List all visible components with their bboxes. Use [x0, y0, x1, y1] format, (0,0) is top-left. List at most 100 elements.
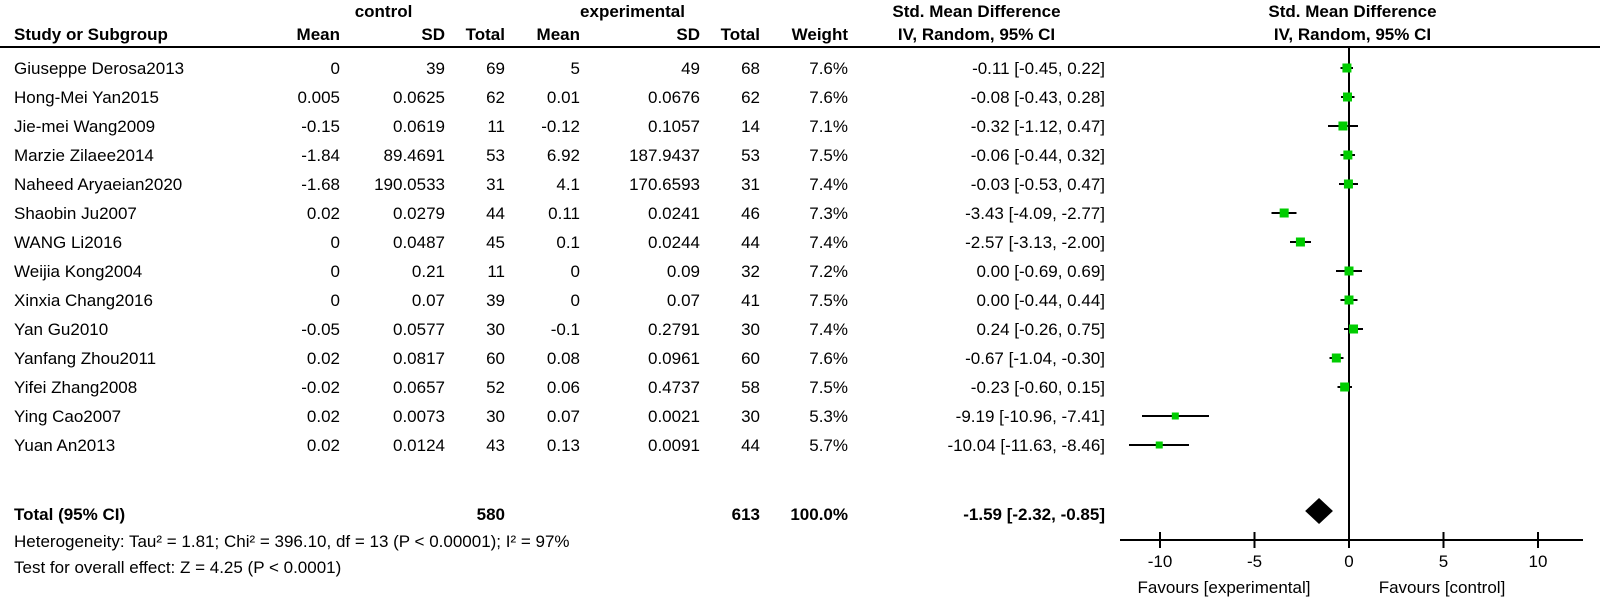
study-row: Shaobin Ju2007 0.02 0.0279 44 0.11 0.024…: [0, 199, 1600, 228]
smd-header-plot: Std. Mean Difference: [1268, 2, 1437, 21]
control-sd: 0.0487: [393, 233, 445, 252]
col-header-control-sd: SD: [421, 25, 445, 44]
control-mean: 0: [330, 291, 340, 310]
effect-ci-text: 0.24 [-0.26, 0.75]: [976, 320, 1105, 339]
total-spacer-3: [505, 500, 580, 529]
total-weight: 100.0%: [790, 505, 848, 524]
study-name: Weijia Kong2004: [14, 262, 143, 281]
study-weight: 7.1%: [809, 117, 848, 136]
total-spacer-2: [340, 500, 445, 529]
plot-cell: [1105, 54, 1600, 83]
experimental-mean: 0: [570, 291, 580, 310]
plot-cell: [1105, 286, 1600, 315]
study-name: Yuan An2013: [14, 436, 116, 455]
col-header-iv-values: IV, Random, 95% CI: [897, 25, 1056, 44]
control-sd: 0.07: [411, 291, 445, 310]
control-total: 30: [486, 407, 505, 426]
control-total: 30: [486, 320, 505, 339]
effect-ci-text: -2.57 [-3.13, -2.00]: [965, 233, 1105, 252]
experimental-total: 14: [741, 117, 760, 136]
plot-cell: [1105, 170, 1600, 199]
study-row: Marzie Zilaee2014 -1.84 89.4691 53 6.92 …: [0, 141, 1600, 170]
experimental-total: 58: [741, 378, 760, 397]
experimental-total: 68: [741, 59, 760, 78]
experimental-mean: 0.11: [548, 204, 580, 223]
study-weight: 5.7%: [809, 436, 848, 455]
experimental-mean: 0.1: [556, 233, 580, 252]
experimental-mean: 5: [570, 59, 580, 78]
study-row: Naheed Aryaeian2020 -1.68 190.0533 31 4.…: [0, 170, 1600, 199]
experimental-sd: 0.0021: [648, 407, 700, 426]
study-row: Xinxia Chang2016 0 0.07 39 0 0.07 41 7.5…: [0, 286, 1600, 315]
total-spacer-1: [262, 500, 340, 529]
effect-ci-text: -0.06 [-0.44, 0.32]: [970, 146, 1105, 165]
study-weight: 7.4%: [809, 233, 848, 252]
study-weight: 7.4%: [809, 175, 848, 194]
control-mean: 0.02: [306, 349, 340, 368]
control-sd: 89.4691: [383, 146, 445, 165]
study-row: Yan Gu2010 -0.05 0.0577 30 -0.1 0.2791 3…: [0, 315, 1600, 344]
control-total: 11: [487, 262, 505, 281]
study-name: Yanfang Zhou2011: [14, 349, 157, 368]
study-weight: 7.6%: [809, 88, 848, 107]
plot-cell: [1105, 431, 1600, 460]
experimental-mean: 6.92: [546, 146, 580, 165]
group-header-spacer: [0, 0, 262, 23]
experimental-total: 44: [741, 233, 760, 252]
total-spacer-4: [580, 500, 700, 529]
experimental-sd: 0.09: [666, 262, 700, 281]
study-row: Yanfang Zhou2011 0.02 0.0817 60 0.08 0.0…: [0, 344, 1600, 373]
effect-ci-text: -0.03 [-0.53, 0.47]: [970, 175, 1105, 194]
control-sd: 0.21: [411, 262, 445, 281]
control-mean: 0: [330, 262, 340, 281]
experimental-mean: 4.1: [556, 175, 580, 194]
plot-cell: [1105, 83, 1600, 112]
control-sd: 0.0619: [393, 117, 445, 136]
control-mean: 0.005: [297, 88, 340, 107]
control-total: 52: [486, 378, 505, 397]
study-row: Giuseppe Derosa2013 0 39 69 5 49 68 7.6%…: [0, 54, 1600, 83]
effect-ci-text: 0.00 [-0.69, 0.69]: [976, 262, 1105, 281]
study-weight: 5.3%: [809, 407, 848, 426]
control-sd: 0.0124: [393, 436, 445, 455]
smd-header-values: Std. Mean Difference: [892, 2, 1061, 21]
study-row: WANG Li2016 0 0.0487 45 0.1 0.0244 44 7.…: [0, 228, 1600, 257]
experimental-group-header: experimental: [580, 2, 685, 21]
effect-ci-text: -9.19 [-10.96, -7.41]: [955, 407, 1105, 426]
total-control-n: 580: [476, 505, 505, 524]
plot-cell: [1105, 199, 1600, 228]
effect-ci-text: -3.43 [-4.09, -2.77]: [965, 204, 1105, 223]
heterogeneity-text: Heterogeneity: Tau² = 1.81; Chi² = 396.1…: [14, 532, 570, 551]
col-header-iv-plot: IV, Random, 95% CI: [1273, 25, 1432, 44]
study-name: Xinxia Chang2016: [14, 291, 153, 310]
experimental-sd: 0.0244: [648, 233, 700, 252]
control-total: 62: [486, 88, 505, 107]
total-row: Total (95% CI) 580 613 100.0% -1.59 [-2.…: [0, 500, 1600, 529]
control-mean: -0.15: [301, 117, 340, 136]
experimental-mean: -0.1: [550, 320, 580, 339]
control-sd: 39: [426, 59, 445, 78]
study-row: Ying Cao2007 0.02 0.0073 30 0.07 0.0021 …: [0, 402, 1600, 431]
study-row: Weijia Kong2004 0 0.21 11 0 0.09 32 7.2%…: [0, 257, 1600, 286]
experimental-sd: 0.0241: [648, 204, 700, 223]
experimental-sd: 0.07: [666, 291, 700, 310]
experimental-sd: 0.2791: [648, 320, 700, 339]
total-experimental-n: 613: [731, 505, 760, 524]
study-name: Yifei Zhang2008: [14, 378, 138, 397]
experimental-mean: 0.01: [546, 88, 580, 107]
control-total: 45: [486, 233, 505, 252]
control-mean: 0: [330, 233, 340, 252]
plot-cell: [1105, 402, 1600, 431]
study-weight: 7.5%: [809, 146, 848, 165]
plot-cell: [1105, 228, 1600, 257]
plot-cell: [1105, 257, 1600, 286]
plot-cell: [1105, 315, 1600, 344]
experimental-mean: 0.07: [546, 407, 580, 426]
control-mean: -1.84: [301, 146, 340, 165]
study-name: Ying Cao2007: [14, 407, 122, 426]
experimental-sd: 0.1057: [648, 117, 700, 136]
experimental-mean: 0.13: [546, 436, 580, 455]
column-header-row: Study or Subgroup Mean SD Total Mean SD …: [0, 23, 1600, 48]
experimental-sd: 0.0091: [648, 436, 700, 455]
